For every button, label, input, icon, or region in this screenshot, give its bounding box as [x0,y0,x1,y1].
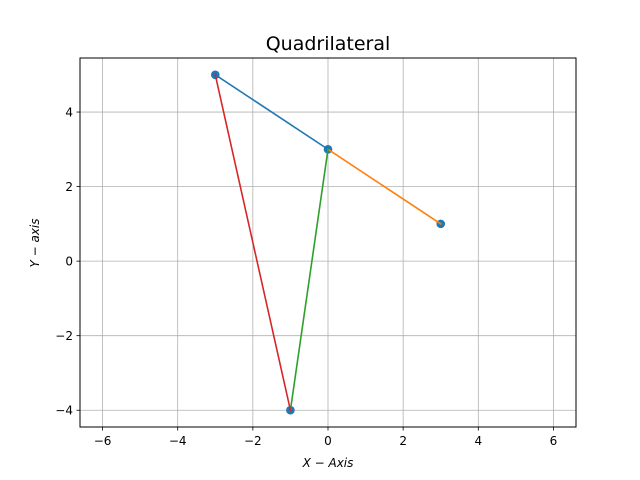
chart-title: Quadrilateral [266,33,391,55]
grid [80,58,576,427]
x-tick-label: −6 [94,434,112,448]
y-tick-label: −4 [55,404,73,418]
x-ticks: −6 −4 −2 0 2 4 6 [94,427,558,448]
y-tick-label: 0 [65,255,73,269]
series-line [214,73,330,151]
series-lines [214,73,442,412]
y-tick-label: −2 [55,329,73,343]
series-line [326,148,442,225]
x-tick-label: 4 [474,434,482,448]
x-tick-label: −4 [169,434,187,448]
series-line [289,148,329,412]
y-ticks: −4 −2 0 2 4 [55,106,80,418]
x-tick-label: 6 [550,434,558,448]
x-tick-label: 0 [324,434,332,448]
y-axis-label: Y − axis [28,218,42,267]
x-tick-label: 2 [399,434,407,448]
y-tick-label: 4 [65,106,73,120]
series-line [214,73,292,412]
x-tick-label: −2 [244,434,262,448]
x-axis-label: X − Axis [302,456,354,470]
y-tick-label: 2 [65,180,73,194]
